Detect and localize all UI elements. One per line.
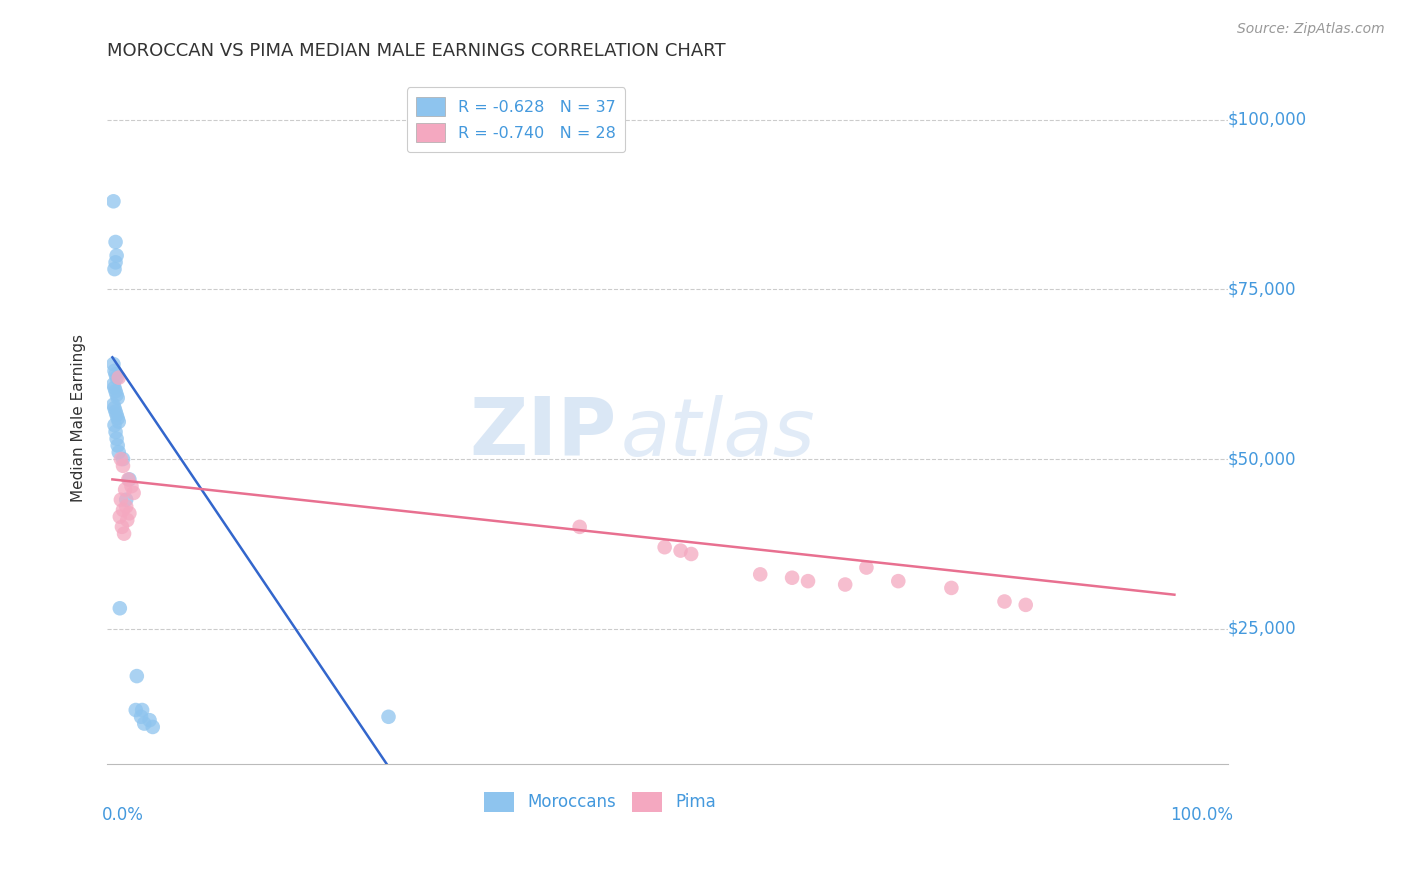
Point xyxy=(110,452,132,467)
Point xyxy=(104,255,127,269)
Point xyxy=(681,547,703,561)
Point xyxy=(105,387,128,401)
Point xyxy=(111,452,134,467)
Point xyxy=(103,418,125,433)
Point xyxy=(105,408,128,422)
Point xyxy=(104,368,127,382)
Point xyxy=(108,601,131,615)
Text: Source: ZipAtlas.com: Source: ZipAtlas.com xyxy=(1237,22,1385,37)
Point xyxy=(114,483,136,497)
Point xyxy=(103,262,125,277)
Point xyxy=(104,425,127,439)
Point xyxy=(669,543,692,558)
Point xyxy=(111,503,134,517)
Text: $100,000: $100,000 xyxy=(1227,111,1306,129)
Point xyxy=(105,249,128,263)
Text: $25,000: $25,000 xyxy=(1227,620,1296,638)
Point xyxy=(122,486,145,500)
Point xyxy=(104,404,127,418)
Point xyxy=(105,432,128,446)
Point xyxy=(111,458,134,473)
Point xyxy=(117,472,139,486)
Point xyxy=(749,567,772,582)
Point xyxy=(887,574,910,588)
Point xyxy=(115,492,138,507)
Point xyxy=(107,411,129,425)
Point xyxy=(115,500,138,514)
Point xyxy=(855,560,877,574)
Point xyxy=(142,720,165,734)
Point xyxy=(103,364,125,378)
Point xyxy=(1015,598,1038,612)
Point xyxy=(129,710,152,724)
Point xyxy=(125,703,148,717)
Text: $50,000: $50,000 xyxy=(1227,450,1296,468)
Text: atlas: atlas xyxy=(620,395,815,474)
Point xyxy=(117,513,139,527)
Point xyxy=(941,581,963,595)
Point xyxy=(105,370,128,384)
Point xyxy=(107,415,129,429)
Point xyxy=(118,472,141,486)
Point xyxy=(118,506,141,520)
Text: MOROCCAN VS PIMA MEDIAN MALE EARNINGS CORRELATION CHART: MOROCCAN VS PIMA MEDIAN MALE EARNINGS CO… xyxy=(107,42,725,60)
Point xyxy=(568,520,591,534)
Text: 0.0%: 0.0% xyxy=(101,805,143,824)
Point xyxy=(834,577,856,591)
Point xyxy=(103,398,125,412)
Point xyxy=(993,594,1015,608)
Point xyxy=(112,526,135,541)
Point xyxy=(104,235,127,249)
Point xyxy=(780,571,803,585)
Point xyxy=(654,540,676,554)
Point xyxy=(125,669,148,683)
Point xyxy=(103,357,125,371)
Point xyxy=(103,381,125,395)
Point xyxy=(134,716,156,731)
Point xyxy=(107,445,129,459)
Point xyxy=(131,703,153,717)
Point xyxy=(107,370,129,384)
Point xyxy=(121,479,143,493)
Text: $75,000: $75,000 xyxy=(1227,280,1296,299)
Point xyxy=(110,492,132,507)
Point xyxy=(107,391,129,405)
Point xyxy=(377,710,399,724)
Point xyxy=(797,574,820,588)
Text: 100.0%: 100.0% xyxy=(1170,805,1233,824)
Legend: Moroccans, Pima: Moroccans, Pima xyxy=(477,786,723,818)
Point xyxy=(103,377,125,392)
Point xyxy=(111,520,134,534)
Point xyxy=(107,438,129,452)
Point xyxy=(103,401,125,416)
Point xyxy=(103,194,125,209)
Y-axis label: Median Male Earnings: Median Male Earnings xyxy=(72,334,86,502)
Point xyxy=(138,713,160,727)
Point xyxy=(108,509,131,524)
Point xyxy=(104,384,127,399)
Text: ZIP: ZIP xyxy=(470,393,617,471)
